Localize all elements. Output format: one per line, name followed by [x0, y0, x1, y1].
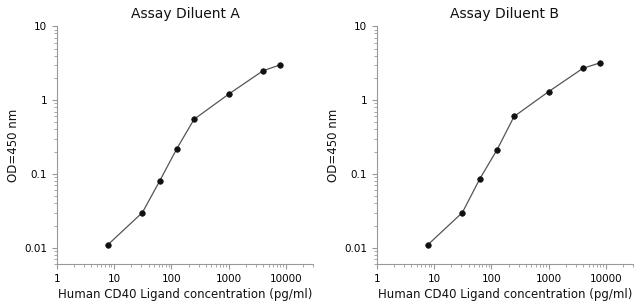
- X-axis label: Human CD40 Ligand concentration (pg/ml): Human CD40 Ligand concentration (pg/ml): [378, 288, 632, 301]
- X-axis label: Human CD40 Ligand concentration (pg/ml): Human CD40 Ligand concentration (pg/ml): [58, 288, 312, 301]
- Y-axis label: OD=450 nm: OD=450 nm: [7, 109, 20, 182]
- Title: Assay Diluent A: Assay Diluent A: [131, 7, 239, 21]
- Title: Assay Diluent B: Assay Diluent B: [451, 7, 559, 21]
- Y-axis label: OD=450 nm: OD=450 nm: [327, 109, 340, 182]
